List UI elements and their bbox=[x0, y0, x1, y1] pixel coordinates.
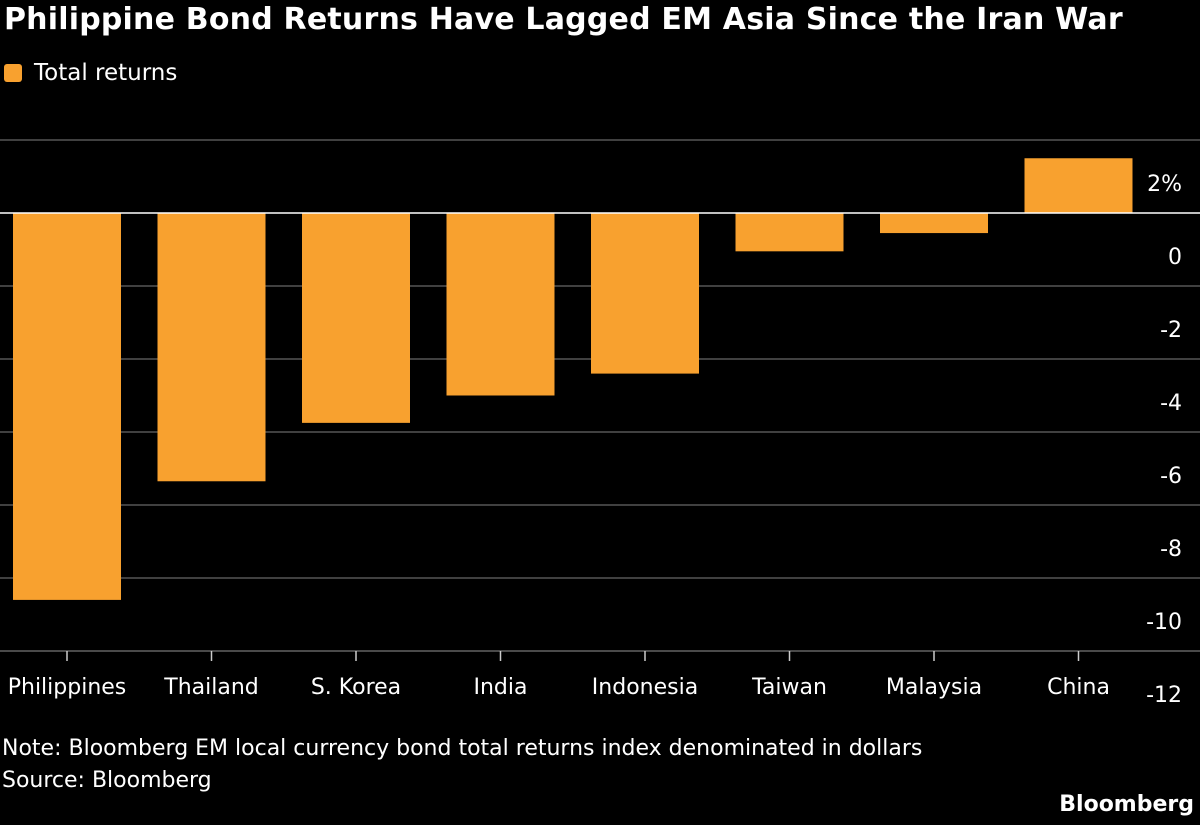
x-tick-label: Taiwan bbox=[751, 675, 827, 700]
footnote: Note: Bloomberg EM local currency bond t… bbox=[2, 733, 922, 797]
bar bbox=[735, 213, 844, 252]
source-text: Source: Bloomberg bbox=[2, 768, 212, 793]
bar bbox=[157, 213, 266, 482]
x-tick-label: Malaysia bbox=[886, 675, 982, 700]
y-tick-label: -2 bbox=[1160, 318, 1182, 343]
bloomberg-logo: Bloomberg bbox=[1059, 792, 1194, 817]
legend-label: Total returns bbox=[34, 60, 178, 86]
x-tick-label: China bbox=[1047, 675, 1110, 700]
y-tick-label: -6 bbox=[1160, 464, 1182, 489]
x-tick-label: Philippines bbox=[8, 675, 127, 700]
legend-swatch bbox=[4, 64, 22, 82]
chart-title: Philippine Bond Returns Have Lagged EM A… bbox=[4, 2, 1123, 37]
y-tick-label: -4 bbox=[1160, 391, 1182, 416]
bar bbox=[446, 213, 555, 396]
note-text: Note: Bloomberg EM local currency bond t… bbox=[2, 736, 923, 761]
bar bbox=[302, 213, 410, 423]
bar bbox=[1024, 158, 1133, 213]
x-tick-label: India bbox=[474, 675, 528, 700]
bar bbox=[880, 213, 988, 234]
bar bbox=[591, 213, 699, 374]
y-tick-label: -8 bbox=[1160, 537, 1182, 562]
y-tick-label: 2% bbox=[1147, 172, 1182, 197]
bar bbox=[13, 213, 121, 600]
x-tick-label: Indonesia bbox=[592, 675, 698, 700]
y-tick-label: 0 bbox=[1168, 245, 1182, 270]
y-tick-label: -12 bbox=[1146, 683, 1182, 708]
y-tick-label: -10 bbox=[1146, 610, 1182, 635]
x-tick-label: Thailand bbox=[163, 675, 258, 700]
legend: Total returns bbox=[4, 60, 177, 86]
x-tick-label: S. Korea bbox=[311, 675, 401, 700]
